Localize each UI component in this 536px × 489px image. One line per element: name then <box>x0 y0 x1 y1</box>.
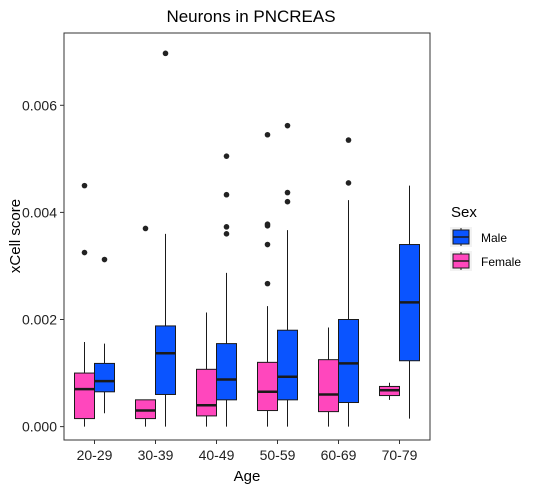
legend-key-female <box>450 251 472 271</box>
box-male-20-29 <box>94 256 115 414</box>
x-tick-label: 70-79 <box>382 447 418 463</box>
box-body <box>94 362 115 393</box>
y-tick-label: 0.002 <box>22 312 57 328</box>
outlier-point <box>81 249 88 256</box>
box-body <box>155 325 176 395</box>
x-axis: 20-29 30-39 40-49 50-59 60-69 70-79 <box>77 440 418 463</box>
x-tick-label: 20-29 <box>77 447 113 463</box>
outlier-point <box>223 153 230 159</box>
chart-title: Neurons in PNCREAS <box>166 7 335 26</box>
y-tick-label: 0.004 <box>22 204 57 220</box>
box-female-20-29 <box>74 182 95 427</box>
legend-label-male: Male <box>481 231 507 245</box>
box-male-50-59 <box>277 122 298 427</box>
legend: Sex Male Female <box>450 204 521 271</box>
plot-marks <box>74 50 420 427</box>
outlier-point <box>223 231 230 237</box>
x-tick-label: 50-59 <box>260 447 296 463</box>
x-tick-label: 60-69 <box>321 447 357 463</box>
box-male-70-79 <box>399 185 420 419</box>
x-tick-label: 30-39 <box>138 447 174 463</box>
box-male-30-39 <box>155 50 176 427</box>
box-body <box>135 399 156 420</box>
y-axis: 0.000 0.002 0.004 0.006 <box>22 97 64 435</box>
outlier-point <box>264 222 271 229</box>
box-male-40-49 <box>216 153 237 427</box>
outlier-point <box>284 189 291 196</box>
box-male-60-69 <box>338 137 359 427</box>
outlier-point <box>284 122 291 129</box>
plot-panel <box>63 32 431 441</box>
outlier-point <box>223 224 230 230</box>
legend-label-female: Female <box>481 255 521 269</box>
box-body <box>338 319 359 404</box>
outlier-point <box>264 131 271 138</box>
outlier-point <box>142 225 149 232</box>
box-female-60-69 <box>318 327 339 427</box>
legend-title: Sex <box>451 204 477 221</box>
y-tick-label: 0.006 <box>22 97 57 113</box>
outlier-point <box>284 198 291 205</box>
legend-key-male <box>450 227 472 247</box>
box-body <box>216 343 237 401</box>
outlier-point <box>223 191 230 198</box>
outlier-point <box>345 180 352 186</box>
outlier-point <box>101 256 108 263</box>
outlier-point <box>264 241 271 248</box>
outlier-point <box>81 182 88 189</box>
outlier-point <box>162 50 169 57</box>
y-axis-label: xCell score <box>7 199 24 273</box>
outlier-point <box>345 137 352 143</box>
y-tick-label: 0.000 <box>22 419 57 435</box>
box-body <box>318 359 339 413</box>
x-tick-label: 40-49 <box>199 447 235 463</box>
box-body <box>74 372 95 420</box>
box-body <box>257 361 278 412</box>
box-body <box>277 329 298 401</box>
outlier-point <box>264 280 271 287</box>
box-female-70-79 <box>379 382 400 400</box>
box-body <box>196 368 217 417</box>
x-axis-label: Age <box>234 468 261 485</box>
box-female-30-39 <box>135 225 156 427</box>
